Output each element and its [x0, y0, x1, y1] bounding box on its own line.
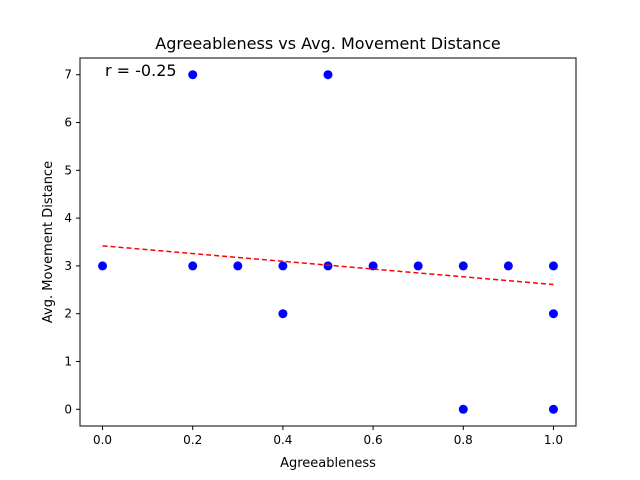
- x-tick-label: 0.0: [93, 433, 112, 447]
- x-tick-label: 0.2: [183, 433, 202, 447]
- plot-frame: [79, 57, 577, 427]
- data-point: [503, 261, 513, 271]
- y-axis: 0 1 2 3 4 5 6 7: [64, 68, 80, 416]
- data-point: [323, 70, 333, 80]
- y-tick-label: 3: [64, 259, 72, 273]
- plot-area: [98, 70, 558, 414]
- trend-line: [102, 245, 554, 286]
- correlation-annotation: r = -0.25: [105, 61, 177, 80]
- y-tick-label: 1: [64, 354, 72, 368]
- data-point: [458, 261, 468, 271]
- x-tick-label: 0.4: [273, 433, 292, 447]
- y-tick-label: 5: [64, 163, 72, 177]
- data-point: [413, 261, 423, 271]
- x-tick-label: 0.8: [454, 433, 473, 447]
- x-tick-label: 1.0: [544, 433, 563, 447]
- y-tick-label: 2: [64, 307, 72, 321]
- x-axis: 0.0 0.2 0.4 0.6 0.8 1.0: [93, 426, 563, 447]
- data-point: [98, 261, 108, 271]
- y-tick-label: 4: [64, 211, 72, 225]
- data-point: [278, 261, 288, 271]
- data-point: [548, 309, 558, 319]
- data-point: [458, 404, 468, 414]
- chart-title: Agreeableness vs Avg. Movement Distance: [155, 34, 501, 53]
- data-point: [278, 309, 288, 319]
- y-axis-label: Avg. Movement Distance: [41, 161, 56, 323]
- data-point: [188, 261, 198, 271]
- y-tick-label: 6: [64, 116, 72, 130]
- data-point: [368, 261, 378, 271]
- data-point: [548, 261, 558, 271]
- data-point: [233, 261, 243, 271]
- x-tick-label: 0.6: [364, 433, 383, 447]
- data-point: [548, 404, 558, 414]
- y-tick-label: 0: [64, 402, 72, 416]
- y-tick-label: 7: [64, 68, 72, 82]
- x-axis-label: Agreeableness: [280, 456, 376, 471]
- data-point: [188, 70, 198, 80]
